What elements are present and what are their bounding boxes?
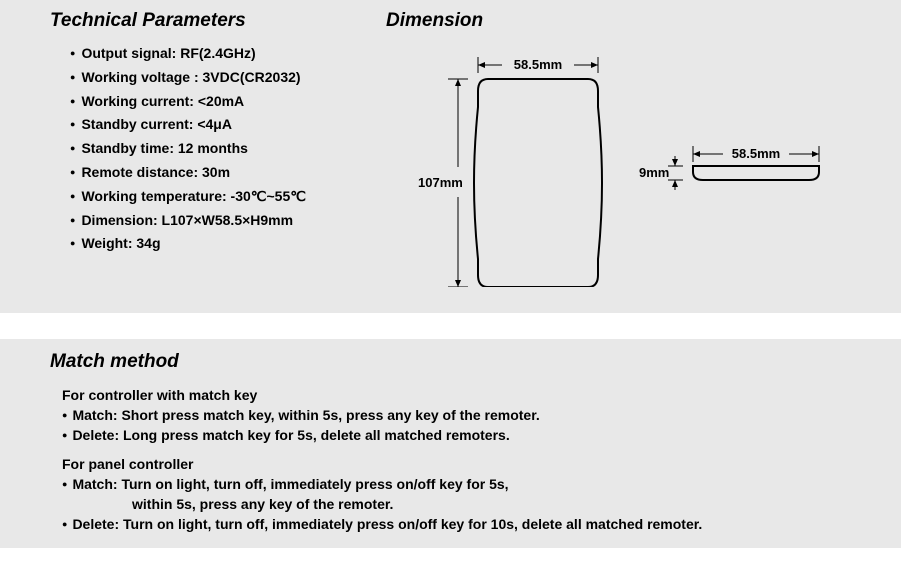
technical-parameters-title: Technical Parameters [50,10,388,32]
match-method-title: Match method [50,351,901,373]
parameter-list: Output signal: RF(2.4GHz) Working voltag… [50,42,388,256]
param-item: Standby current: <4μA [70,113,388,137]
match-list: Delete: Turn on light, turn off, immedia… [50,514,901,534]
param-item: Remote distance: 30m [70,161,388,185]
param-item: Standby time: 12 months [70,137,388,161]
match-subheading: For panel controller [50,456,901,472]
side-width-label: 58.5mm [732,146,780,161]
match-list: Match: Turn on light, turn off, immediat… [50,474,901,494]
match-item: Match: Short press match key, within 5s,… [62,405,901,425]
front-width-label: 58.5mm [514,57,562,72]
param-item: Dimension: L107×W58.5×H9mm [70,209,388,233]
dimension-diagram: 58.5mm 107mm [388,37,868,307]
panel-gap [0,313,901,339]
param-item: Working temperature: -30℃~55℃ [70,185,388,209]
match-item: Delete: Turn on light, turn off, immedia… [62,514,901,534]
param-item: Weight: 34g [70,232,388,256]
match-item: Delete: Long press match key for 5s, del… [62,425,901,445]
dimension-title: Dimension [386,10,901,32]
dimension-column: Dimension 58.5mm [388,10,901,307]
match-subheading: For controller with match key [50,387,901,403]
match-item: Match: Turn on light, turn off, immediat… [62,474,901,494]
param-item: Working current: <20mA [70,90,388,114]
match-continuation: within 5s, press any key of the remoter. [50,494,901,514]
match-method-panel: Match method For controller with match k… [0,339,901,548]
top-panel: Technical Parameters Output signal: RF(2… [0,0,901,313]
technical-parameters-column: Technical Parameters Output signal: RF(2… [0,10,388,307]
param-item: Working voltage : 3VDC(CR2032) [70,66,388,90]
dimension-svg: 58.5mm 107mm [388,37,868,287]
side-height-label: 9mm [639,165,669,180]
panel-gap-bottom [0,548,901,568]
match-list: Match: Short press match key, within 5s,… [50,405,901,446]
param-item: Output signal: RF(2.4GHz) [70,42,388,66]
front-height-label: 107mm [418,175,463,190]
